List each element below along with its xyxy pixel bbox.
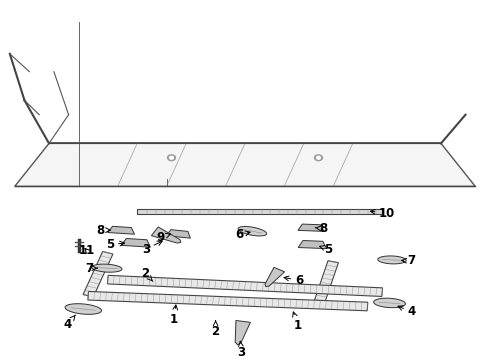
Polygon shape xyxy=(378,256,406,264)
Polygon shape xyxy=(88,292,368,311)
Polygon shape xyxy=(166,230,191,238)
Text: 5: 5 xyxy=(319,243,332,256)
Text: 11: 11 xyxy=(79,244,96,257)
Polygon shape xyxy=(15,143,475,186)
Polygon shape xyxy=(151,227,181,243)
Text: 1: 1 xyxy=(293,312,302,332)
Polygon shape xyxy=(238,226,267,236)
Polygon shape xyxy=(235,320,250,345)
Circle shape xyxy=(315,155,322,161)
Polygon shape xyxy=(83,252,113,297)
Text: 7: 7 xyxy=(85,262,98,275)
Polygon shape xyxy=(298,240,326,249)
Polygon shape xyxy=(92,264,122,272)
Text: 3: 3 xyxy=(142,241,162,256)
Circle shape xyxy=(170,156,173,159)
Text: 4: 4 xyxy=(64,315,75,331)
Polygon shape xyxy=(65,304,101,314)
Circle shape xyxy=(317,156,320,159)
Polygon shape xyxy=(374,298,405,308)
Text: 2: 2 xyxy=(212,321,220,338)
Text: 2: 2 xyxy=(141,267,153,282)
Text: 4: 4 xyxy=(398,305,416,318)
Text: 5: 5 xyxy=(106,238,124,251)
Polygon shape xyxy=(137,209,382,214)
Polygon shape xyxy=(121,238,150,247)
Text: 3: 3 xyxy=(238,341,245,359)
Text: 6: 6 xyxy=(235,228,250,241)
Circle shape xyxy=(168,155,175,161)
Polygon shape xyxy=(313,261,339,306)
Text: 1: 1 xyxy=(170,305,178,325)
Polygon shape xyxy=(298,224,324,231)
Polygon shape xyxy=(107,275,383,297)
Text: 8: 8 xyxy=(315,222,327,235)
Polygon shape xyxy=(265,267,285,287)
Text: 10: 10 xyxy=(370,207,395,220)
Text: 8: 8 xyxy=(96,224,110,237)
Polygon shape xyxy=(108,226,135,234)
Text: 7: 7 xyxy=(402,255,416,267)
Text: 9: 9 xyxy=(157,231,171,244)
Text: 6: 6 xyxy=(284,274,303,287)
